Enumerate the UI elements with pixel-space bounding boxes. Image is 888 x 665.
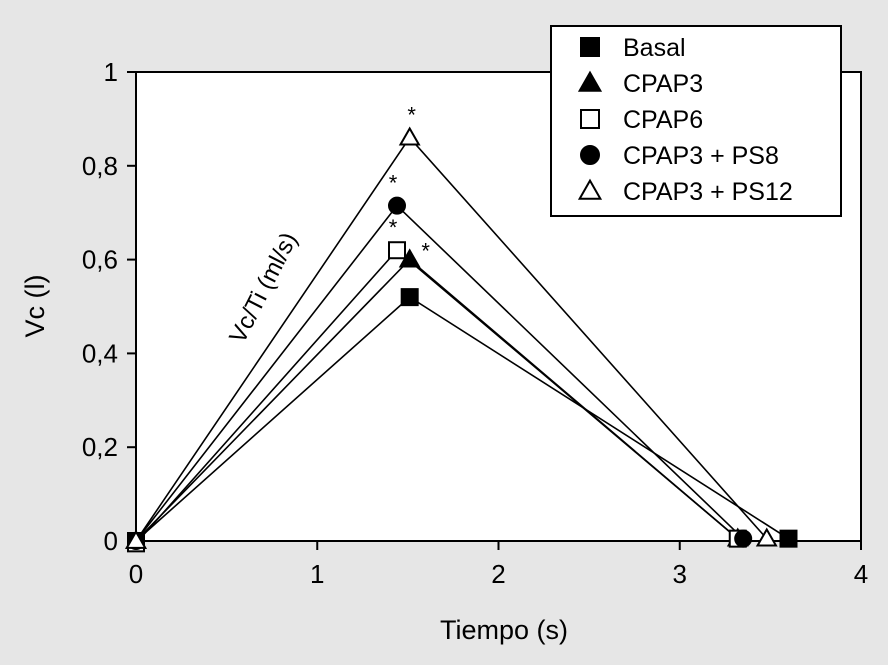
legend: Basal CPAP3 CPAP6 CPAP3 + PS8 CPAP3 + PS12: [550, 25, 842, 217]
legend-marker: [580, 145, 600, 165]
data-point: [388, 241, 406, 260]
axes: 0 1 2 3 4 0 0,2 0,4 0,6 0,8 1: [82, 57, 868, 589]
data-point: [400, 288, 419, 307]
legend-label: CPAP3 + PS8: [623, 142, 779, 170]
x-tick-label: 0: [129, 559, 143, 589]
x-tick-label: 1: [310, 559, 324, 589]
data-point: [398, 126, 421, 146]
markers: [125, 126, 798, 553]
y-tick-label: 0,2: [82, 432, 118, 462]
x-tick-label: 4: [854, 559, 868, 589]
significance-stars: * * * *: [389, 103, 431, 264]
legend-marker: [580, 37, 600, 57]
significance-star: *: [389, 215, 398, 240]
y-axis-label: Vc (l): [20, 275, 50, 338]
y-tick-label: 0,4: [82, 338, 118, 368]
y-tick-label: 1: [104, 57, 118, 87]
y-tick-label: 0: [104, 526, 118, 556]
x-tick-label: 2: [491, 559, 505, 589]
data-point: [125, 529, 147, 549]
legend-label: CPAP6: [623, 106, 703, 134]
data-point: [388, 196, 406, 215]
legend-marker: [577, 178, 603, 200]
x-tick-label: 3: [673, 559, 687, 589]
legend-marker: [577, 70, 603, 92]
legend-label: CPAP3: [623, 70, 703, 98]
y-tick-label: 0,8: [82, 151, 118, 181]
significance-star: *: [421, 239, 430, 264]
significance-star: *: [407, 103, 416, 128]
data-point: [734, 529, 753, 548]
y-tick-label: 0,6: [82, 245, 118, 275]
significance-star: *: [389, 171, 398, 196]
x-axis-label: Tiempo (s): [440, 615, 568, 645]
data-point: [755, 527, 778, 547]
legend-label: CPAP3 + PS12: [623, 178, 793, 206]
data-point: [779, 529, 798, 548]
legend-label: Basal: [623, 34, 686, 62]
legend-marker: [580, 109, 600, 129]
